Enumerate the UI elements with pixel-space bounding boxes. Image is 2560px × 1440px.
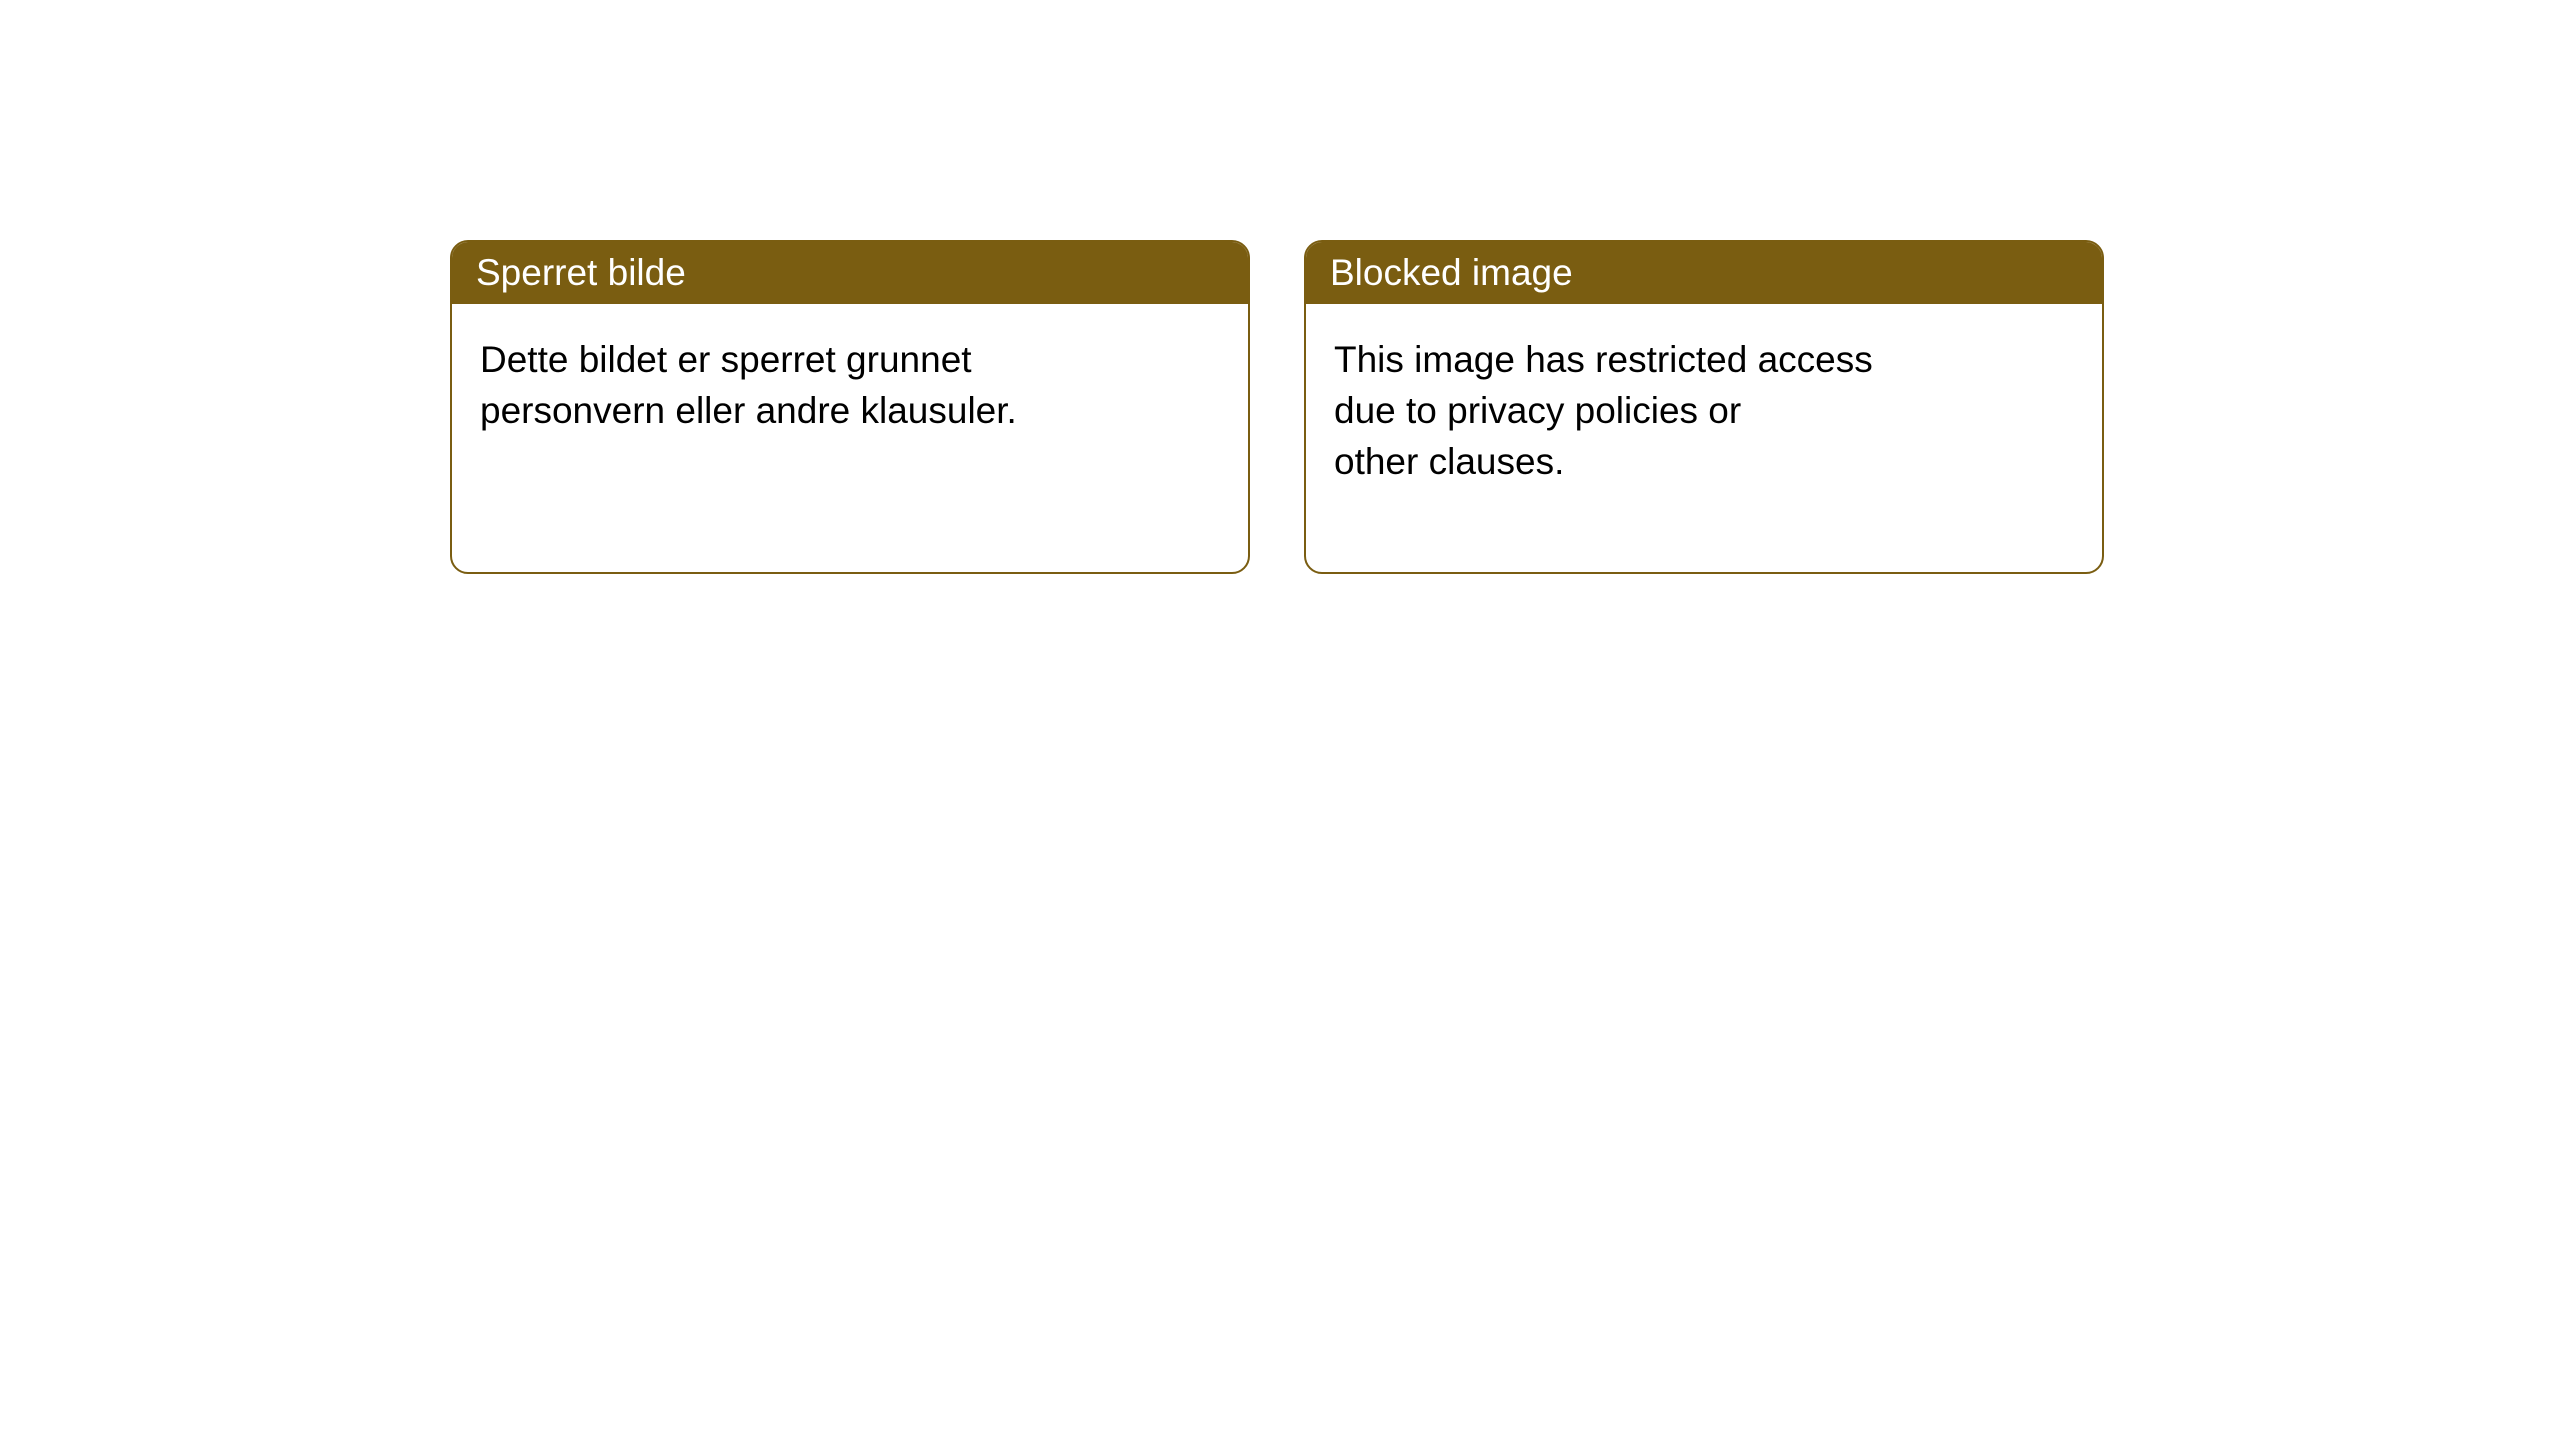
notice-card-title: Sperret bilde [452, 242, 1248, 304]
notice-container: Sperret bilde Dette bildet er sperret gr… [0, 0, 2560, 574]
notice-card-norwegian: Sperret bilde Dette bildet er sperret gr… [450, 240, 1250, 574]
notice-card-english: Blocked image This image has restricted … [1304, 240, 2104, 574]
notice-card-body: Dette bildet er sperret grunnet personve… [452, 304, 1248, 456]
notice-card-body: This image has restricted access due to … [1306, 304, 2102, 507]
notice-card-title: Blocked image [1306, 242, 2102, 304]
